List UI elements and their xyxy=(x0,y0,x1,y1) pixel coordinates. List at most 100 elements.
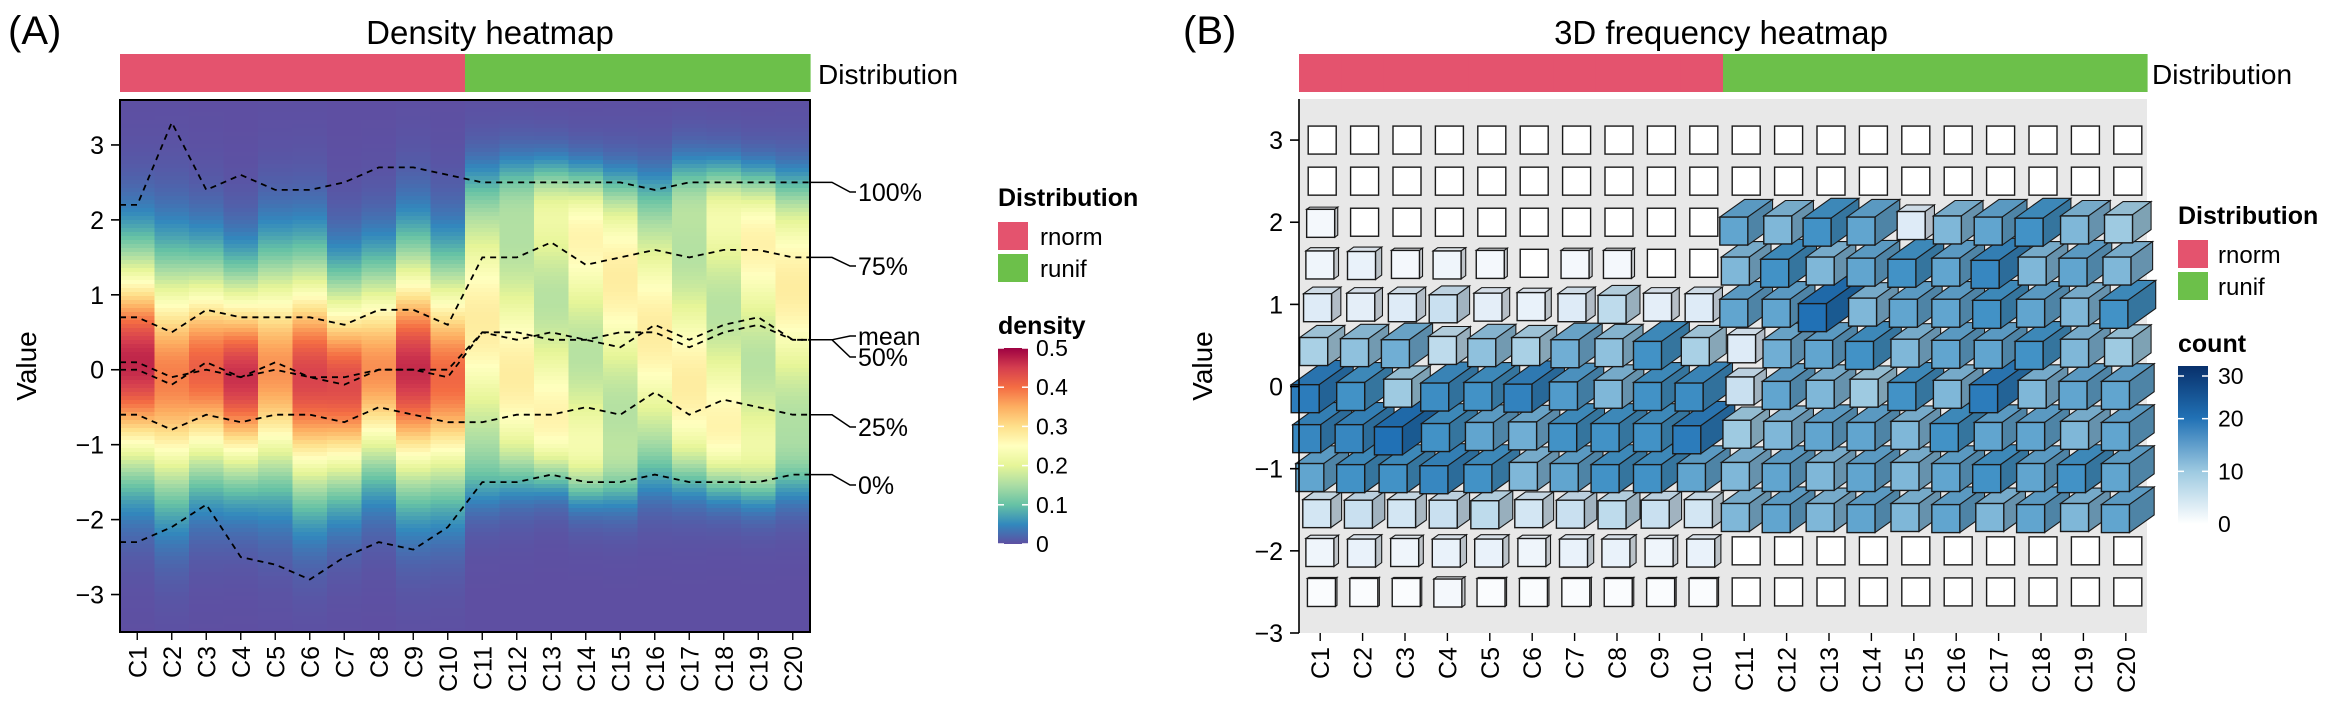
count-bar-c10-bin-9 xyxy=(1684,492,1723,528)
count-bar-c5-bin-9 xyxy=(1471,491,1513,529)
count-bar-c4-bin-9 xyxy=(1429,491,1469,528)
quantile-label-0pct: 0% xyxy=(858,472,894,500)
quantile-leader-25pct xyxy=(810,415,856,427)
count-bar-c8-bin-4 xyxy=(1598,285,1640,323)
count-bar-c4-bin-11 xyxy=(1434,577,1465,607)
count-bar-c5-bin-3 xyxy=(1476,248,1507,278)
y-tick-label: −3 xyxy=(1254,620,1283,648)
distribution-cell-c19 xyxy=(2062,54,2105,92)
count-bar-c10-bin-3 xyxy=(1690,249,1718,277)
x-tick-label-c2: C2 xyxy=(159,646,187,678)
count-bar-c8-bin-9 xyxy=(1598,491,1640,529)
count-bar-c9-bin-3 xyxy=(1647,249,1675,277)
x-tick-label-c13: C13 xyxy=(1816,647,1844,693)
distribution-cell-c18 xyxy=(2020,54,2063,92)
count-bar-c16-bin-1 xyxy=(1944,167,1972,195)
count-bar-c9-bin-4 xyxy=(1644,288,1680,322)
count-bar-c13-bin-1 xyxy=(1817,167,1845,195)
distribution-cell-c4 xyxy=(1426,54,1469,92)
panel-a-legend: Distribution rnorm runif density 0.50.40… xyxy=(998,184,1138,557)
count-tick-label: 30 xyxy=(2218,363,2244,389)
count-bar-c12-bin-10 xyxy=(1775,537,1803,565)
panel-a-title: Density heatmap xyxy=(366,14,614,51)
count-bar-c9-bin-11 xyxy=(1647,577,1677,606)
panel-b: (B) 3D frequency heatmap Distribution −3… xyxy=(1183,9,2318,693)
count-tick-label: 10 xyxy=(2218,458,2244,484)
count-bar-c2-bin-2 xyxy=(1351,208,1379,236)
distribution-cell-c5 xyxy=(258,54,293,92)
count-bar-c14-bin-11 xyxy=(1859,578,1887,606)
count-bar-c3-bin-3 xyxy=(1391,248,1422,278)
count-bar-c13-bin-10 xyxy=(1817,537,1845,565)
distribution-cell-c20 xyxy=(776,54,811,92)
count-bar-c20-bin-0 xyxy=(2114,126,2142,154)
count-bar-c19-bin-10 xyxy=(2071,537,2099,565)
distribution-cell-c1 xyxy=(120,54,155,92)
distribution-cell-c7 xyxy=(327,54,362,92)
x-tick-label-c15: C15 xyxy=(607,646,635,692)
count-bar-c3-bin-1 xyxy=(1393,167,1421,195)
distribution-cell-c10 xyxy=(1681,54,1724,92)
count-bar-c4-bin-4 xyxy=(1429,286,1469,323)
panel-a-distribution-bar xyxy=(120,54,811,92)
count-bar-c7-bin-10 xyxy=(1560,535,1594,567)
x-tick-label-c16: C16 xyxy=(642,646,670,692)
count-bar-c6-bin-4 xyxy=(1517,288,1551,320)
x-tick-label-c3: C3 xyxy=(1392,647,1420,679)
distribution-cell-c15 xyxy=(1893,54,1936,92)
distribution-cell-c6 xyxy=(1511,54,1554,92)
distribution-cell-c9 xyxy=(1638,54,1681,92)
count-colorbar xyxy=(2178,366,2208,524)
density-column-c2 xyxy=(155,100,190,632)
distribution-cell-c15 xyxy=(603,54,638,92)
x-tick-label-c15: C15 xyxy=(1901,647,1929,693)
density-tick-label: 0 xyxy=(1036,531,1049,557)
panel-a-label: (A) xyxy=(8,9,61,53)
count-bar-c3-bin-11 xyxy=(1392,577,1422,606)
x-tick-label-c10: C10 xyxy=(1689,647,1717,693)
density-tick-label: 0.4 xyxy=(1036,374,1068,400)
count-bar-c6-bin-1 xyxy=(1520,167,1548,195)
distribution-cell-c10 xyxy=(431,54,466,92)
count-bar-c10-bin-11 xyxy=(1689,577,1719,606)
x-tick-label-c7: C7 xyxy=(1562,647,1590,679)
count-bar-c13-bin-11 xyxy=(1817,578,1845,606)
x-tick-label-c19: C19 xyxy=(2070,647,2098,693)
y-tick-label: 3 xyxy=(1269,127,1283,155)
count-bar-c14-bin-10 xyxy=(1859,537,1887,565)
legend-b-runif-label: runif xyxy=(2218,274,2265,301)
x-tick-label-c19: C19 xyxy=(745,646,773,692)
count-bar-c4-bin-3 xyxy=(1433,248,1466,279)
count-bar-c6-bin-11 xyxy=(1519,577,1549,606)
quantile-leader-100pct xyxy=(810,182,856,192)
x-tick-label-c17: C17 xyxy=(1986,647,2014,693)
x-tick-label-c20: C20 xyxy=(780,646,808,692)
count-tick-label: 0 xyxy=(2218,511,2231,537)
legend-a-runif-label: runif xyxy=(1040,256,1087,283)
count-bar-c1-bin-4 xyxy=(1304,287,1341,322)
distribution-cell-c8 xyxy=(362,54,397,92)
y-tick-label: −2 xyxy=(75,507,104,535)
x-tick-label-c12: C12 xyxy=(504,646,532,692)
distribution-cell-c13 xyxy=(1808,54,1851,92)
quantile-label-25pct: 25% xyxy=(858,414,908,442)
panel-b-y-axis: −3−2−10123 xyxy=(1254,99,1299,648)
count-bar-c14-bin-0 xyxy=(1859,126,1887,154)
panel-b-label: (B) xyxy=(1183,9,1236,53)
panel-a-annotation-title: Distribution xyxy=(818,59,958,90)
x-tick-label-c1: C1 xyxy=(124,646,152,678)
panel-b-x-axis: C1 C2 C3 C4 C5 C6 C7 C8 C9 C10 C11 C12 C13 C14 C15 C16 C… xyxy=(1307,633,2141,693)
count-bar-c9-bin-1 xyxy=(1647,167,1675,195)
density-column-c20 xyxy=(776,100,811,632)
count-bar-c15-bin-0 xyxy=(1902,126,1930,154)
count-bar-c19-bin-1 xyxy=(2071,167,2099,195)
count-bar-c11-bin-1 xyxy=(1732,167,1760,195)
count-bar-c10-bin-10 xyxy=(1687,535,1721,567)
count-bar-c17-bin-10 xyxy=(1987,537,2015,565)
x-tick-label-c14: C14 xyxy=(1858,647,1886,693)
density-tick-label: 0.3 xyxy=(1036,413,1068,439)
x-tick-label-c8: C8 xyxy=(1604,647,1632,679)
x-tick-label-c6: C6 xyxy=(1519,647,1547,679)
distribution-cell-c12 xyxy=(1765,54,1808,92)
count-bar-c18-bin-1 xyxy=(2029,167,2057,195)
